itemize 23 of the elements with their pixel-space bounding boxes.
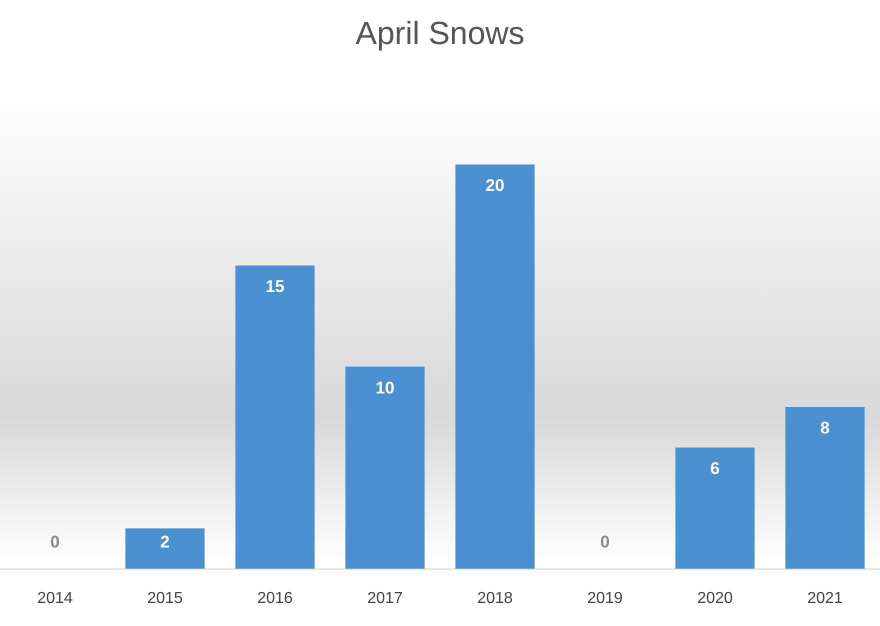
data-label: 0 (600, 532, 610, 552)
data-label: 0 (50, 532, 60, 552)
bar (235, 266, 315, 569)
bar (455, 164, 535, 569)
x-tick-label: 2015 (147, 590, 183, 607)
data-label: 15 (266, 277, 284, 296)
data-label: 8 (820, 418, 830, 438)
data-label: 2 (160, 532, 170, 552)
x-tick-label: 2021 (807, 590, 843, 607)
x-tick-label: 2014 (37, 590, 73, 607)
x-tick-label: 2017 (367, 590, 403, 607)
bar (675, 447, 755, 569)
x-tick-label: 2020 (697, 590, 733, 607)
bar (125, 528, 205, 569)
data-label: 10 (376, 378, 394, 398)
data-label: 6 (710, 459, 720, 478)
x-tick-label: 2018 (477, 590, 513, 607)
chart-title: April Snows (356, 15, 524, 52)
bar (785, 407, 865, 569)
bar (345, 366, 425, 569)
data-label: 20 (486, 176, 504, 196)
x-tick-label: 2019 (587, 590, 623, 607)
x-tick-label: 2016 (257, 590, 293, 607)
